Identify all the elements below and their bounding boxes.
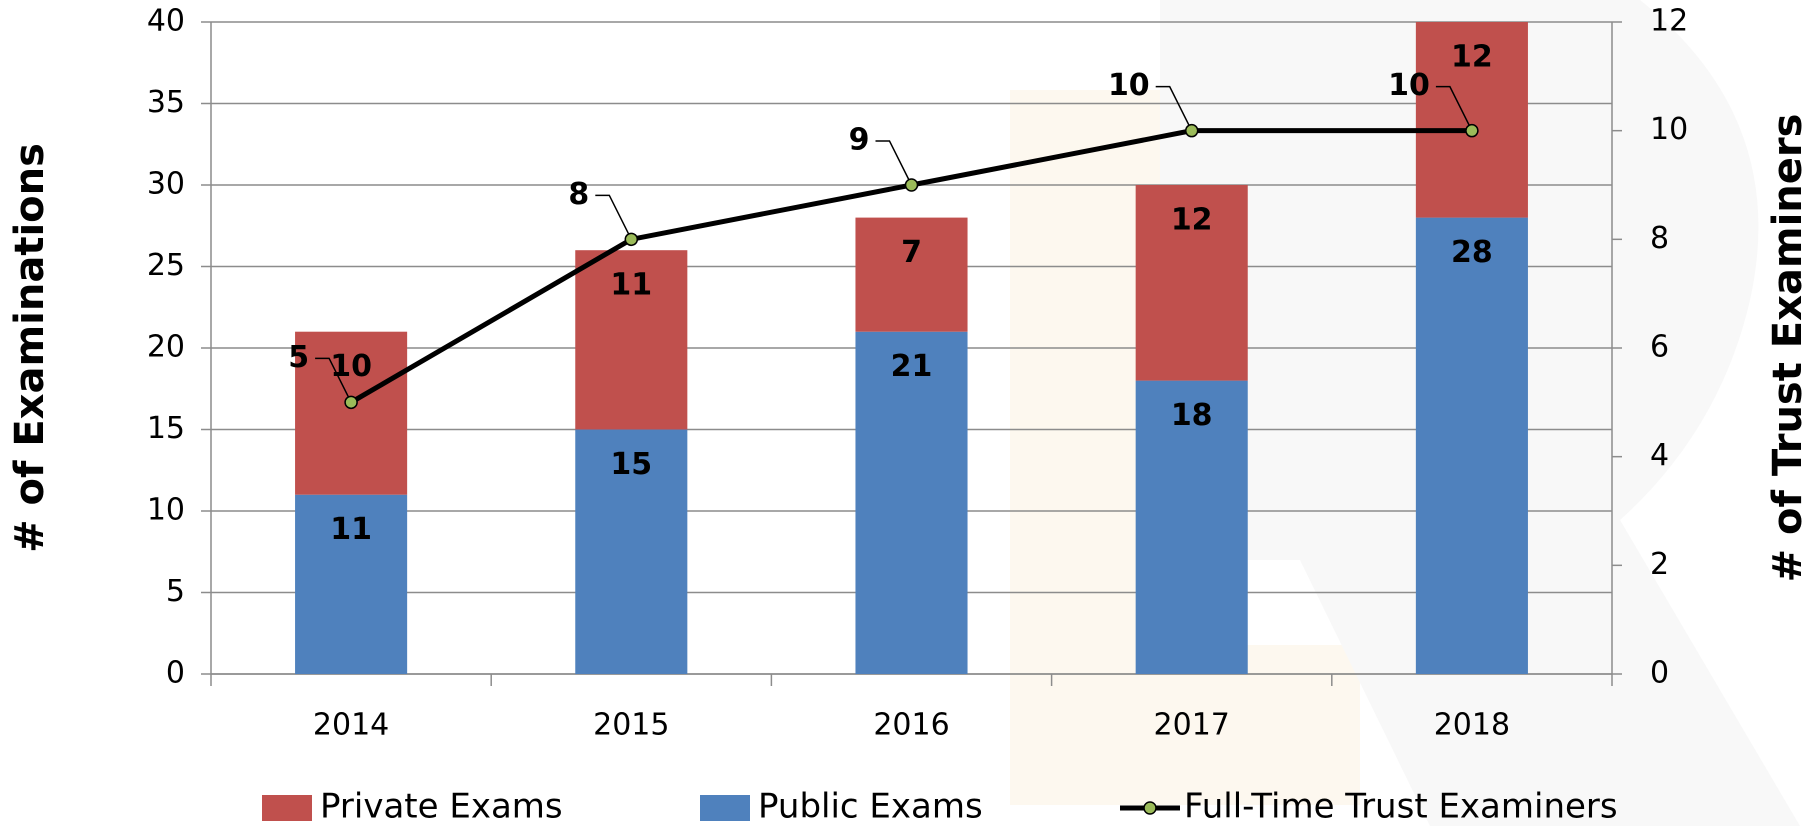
legend-marker — [1143, 801, 1157, 815]
point-label: 9 — [849, 123, 870, 158]
legend-label: Private Exams — [320, 787, 563, 826]
bar-label: 11 — [610, 268, 652, 303]
y2-tick-label: 0 — [1650, 656, 1669, 691]
marker — [904, 178, 919, 192]
y2-tick-label: 12 — [1650, 4, 1688, 39]
legend-label: Full-Time Trust Examiners — [1184, 787, 1618, 826]
x-tick-label: 2017 — [1154, 708, 1230, 743]
legend-swatch — [262, 795, 312, 821]
bar-label: 15 — [610, 447, 652, 482]
x-tick-label: 2016 — [873, 708, 949, 743]
bar — [1415, 22, 1528, 218]
y2-tick-label: 8 — [1650, 221, 1669, 256]
bar-label: 7 — [901, 235, 922, 270]
y-axis-title: # of Examinations — [7, 143, 53, 553]
y-tick-label: 25 — [147, 248, 185, 283]
y-tick-label: 30 — [147, 167, 185, 202]
bar — [295, 331, 408, 495]
leader-line — [875, 140, 913, 186]
y-tick-label: 40 — [147, 4, 185, 39]
bar — [575, 429, 688, 674]
y-tick-label: 5 — [166, 574, 185, 609]
bar — [855, 217, 968, 332]
x-tick-label: 2018 — [1434, 708, 1510, 743]
marker — [1184, 123, 1199, 138]
legend-swatch — [700, 795, 750, 821]
leader-line — [1155, 85, 1193, 132]
y2-tick-label: 10 — [1650, 112, 1688, 147]
y2-tick-label: 2 — [1650, 547, 1669, 582]
bar — [295, 494, 408, 674]
bar-label: 12 — [1451, 40, 1493, 75]
y2-tick-label: 4 — [1650, 438, 1669, 473]
y-tick-label: 15 — [147, 411, 185, 446]
marker — [344, 395, 358, 410]
bar — [1415, 217, 1528, 674]
bar — [1135, 185, 1248, 381]
legend-label: Public Exams — [758, 787, 983, 826]
point-label: 10 — [1388, 68, 1430, 103]
leader-line — [315, 357, 352, 403]
bar-label: 18 — [1171, 398, 1213, 433]
bar — [1135, 380, 1248, 674]
bar-label: 21 — [891, 349, 933, 384]
point-label: 10 — [1108, 68, 1150, 103]
marker — [624, 232, 639, 247]
bar-label: 10 — [330, 349, 372, 384]
leader-line — [1435, 85, 1473, 132]
x-tick-label: 2014 — [313, 708, 389, 743]
bar — [855, 331, 968, 674]
point-label: 8 — [568, 177, 589, 212]
leader-line — [595, 194, 632, 240]
y2-axis-title: # of Trust Examiners — [1765, 114, 1811, 583]
bar-label: 28 — [1451, 235, 1493, 270]
x-tick-label: 2015 — [593, 708, 669, 743]
bar — [575, 250, 688, 430]
bar-label: 11 — [330, 512, 372, 547]
bar-label: 12 — [1171, 203, 1213, 238]
y-tick-label: 0 — [166, 656, 185, 691]
y-tick-label: 35 — [147, 85, 185, 120]
marker — [1465, 123, 1479, 138]
y2-tick-label: 6 — [1650, 330, 1669, 365]
y-tick-label: 10 — [147, 493, 185, 528]
y-tick-label: 20 — [147, 330, 185, 365]
point-label: 5 — [288, 340, 309, 375]
